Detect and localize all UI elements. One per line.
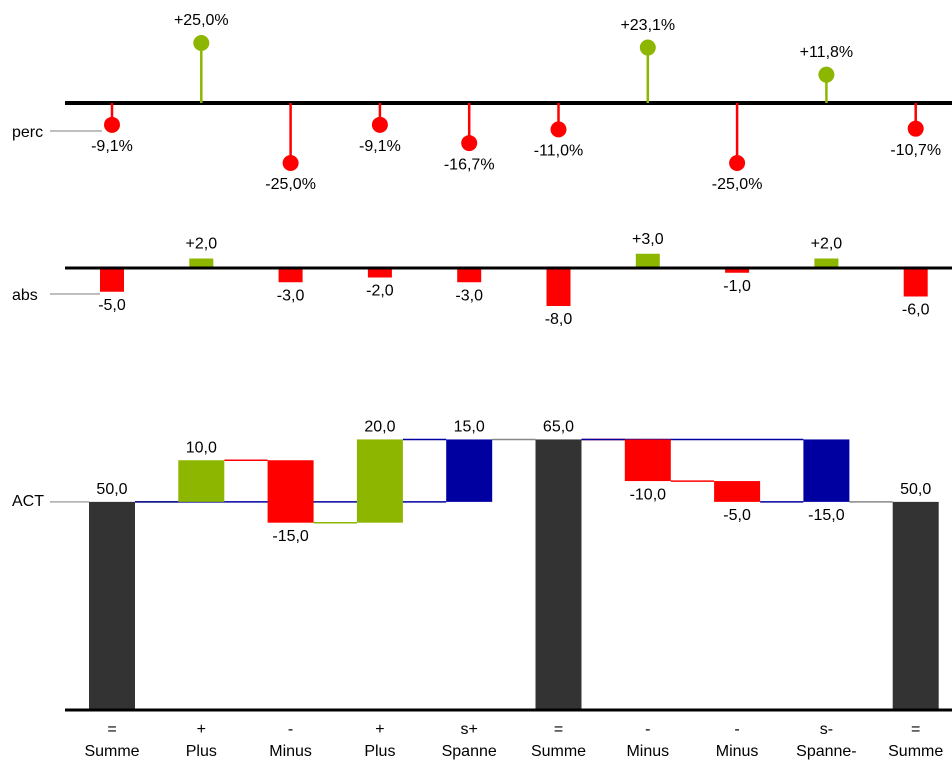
value-label: -16,7% [444,156,495,173]
value-label: -15,0 [272,528,309,545]
waterfall-bar [803,439,850,502]
bar [814,258,839,268]
value-label: -1,0 [723,278,751,295]
value-label: -5,0 [98,297,126,314]
lollipop-dot [371,116,388,133]
value-label: +23,1% [620,17,675,34]
lollipop-dot [550,121,567,138]
category-symbol: s+ [461,721,478,738]
value-label: -5,0 [723,507,751,524]
category-symbol: - [288,721,293,738]
value-label: +3,0 [632,231,664,248]
category-symbol: s- [820,721,833,738]
bar [635,253,660,268]
waterfall-bar [178,460,225,502]
bar [457,268,482,283]
waterfall-bar [267,460,314,523]
value-label: -11,0% [534,143,584,160]
lollipop-dot [193,35,210,51]
waterfall-bar [356,439,403,523]
value-label: +25,0% [174,12,229,29]
value-label: 20,0 [364,419,395,436]
bar [903,268,928,297]
category-label: Plus [364,743,395,760]
waterfall-bar [714,481,761,502]
category-symbol: = [107,721,116,738]
value-label: +2,0 [186,236,218,253]
category-symbol: - [734,721,739,738]
category-symbol: = [554,721,563,738]
category-label: Summe [888,743,943,760]
axis-label: ACT [12,493,44,510]
value-label: -10,7% [890,142,941,159]
value-label: -25,0% [265,176,316,193]
waterfall-bar [446,439,493,502]
waterfall-bar [892,501,939,710]
category-label: Summe [531,743,586,760]
category-symbol: - [645,721,650,738]
value-label: -8,0 [545,311,573,328]
axis-label: perc [12,124,43,141]
value-label: 15,0 [454,419,485,436]
category-label: Minus [626,743,669,760]
value-label: -9,1% [359,138,401,155]
value-label: -3,0 [455,287,483,304]
value-label: -10,0 [630,486,667,503]
bar [546,268,571,306]
value-label: -25,0% [712,176,763,193]
lollipop-dot [461,135,478,152]
category-label: Spanne- [796,743,857,760]
lollipop-dot [907,120,924,137]
lollipop-dot [818,66,835,83]
value-label: 65,0 [543,419,574,436]
category-label: Spanne [442,743,497,760]
category-label: Plus [186,743,217,760]
lollipop-dot [282,155,299,171]
value-label: +2,0 [811,236,843,253]
value-label: +11,8% [800,44,854,61]
value-label: 50,0 [96,481,127,498]
axis-label: abs [12,287,38,304]
category-symbol: = [911,721,920,738]
category-symbol: + [375,721,384,738]
bar [100,268,124,292]
lollipop-dot [104,116,120,133]
category-label: Minus [716,743,759,760]
bar [367,268,392,278]
value-label: -15,0 [808,507,845,524]
lollipop-dot [729,155,746,171]
bar [189,258,214,268]
waterfall-bar [624,439,671,482]
value-label: 10,0 [186,439,217,456]
waterfall-bar [535,439,582,710]
bar [725,268,750,273]
waterfall-bar [89,501,135,710]
value-label: -2,0 [366,283,394,300]
value-label: 50,0 [900,481,931,498]
value-label: -6,0 [902,302,930,319]
category-label: Minus [269,743,312,760]
category-symbol: + [197,721,206,738]
category-label: Summe [84,743,139,760]
lollipop-dot [639,39,656,56]
value-label: -9,1% [91,138,133,155]
value-label: -3,0 [277,287,305,304]
bar [278,268,303,283]
